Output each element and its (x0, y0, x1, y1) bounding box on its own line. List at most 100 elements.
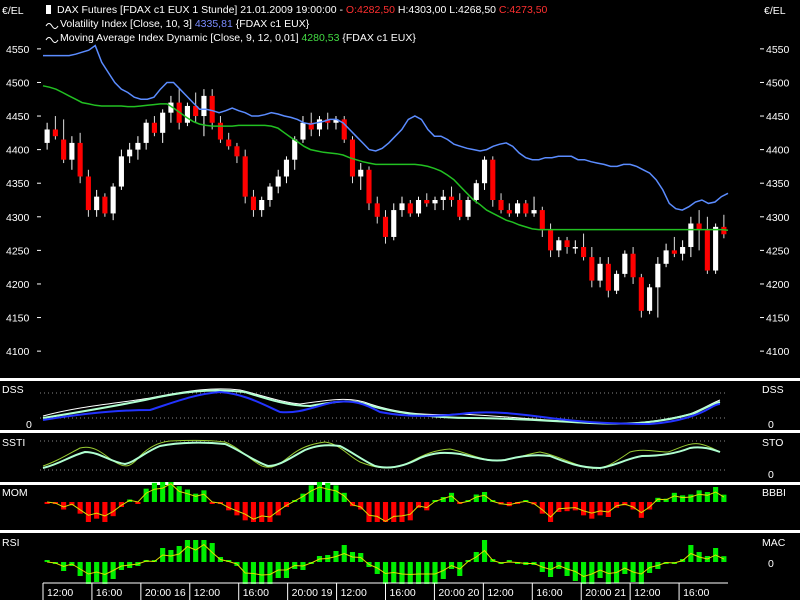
mom-bar (399, 502, 405, 522)
mom-bars (44, 482, 727, 522)
mom-label-right: BBBI (762, 487, 786, 499)
candle-body (325, 119, 331, 123)
mom-bar (548, 502, 554, 522)
y-tick-label: 4150 (766, 313, 790, 325)
mom-bar (671, 492, 677, 502)
candle-body (61, 139, 67, 160)
candle-body (226, 139, 232, 147)
mom-bar (622, 502, 628, 506)
candle-body (531, 210, 537, 214)
candle-body (209, 95, 215, 123)
candle-body (267, 186, 273, 200)
x-tick-label: 12:00 (194, 587, 220, 599)
candle-body (605, 263, 611, 291)
rsi-bar (193, 540, 199, 562)
candle-body (143, 122, 149, 143)
candle-body (597, 263, 603, 281)
mom-bar (663, 498, 669, 502)
x-tick-label: 12:00 (634, 587, 660, 599)
mom-bar (638, 502, 644, 518)
candle-body (135, 142, 141, 150)
candle-body (382, 216, 389, 237)
candle-body (407, 203, 413, 214)
candle-body (490, 159, 496, 200)
mom-bar (506, 502, 512, 507)
candle-body (548, 230, 554, 251)
x-tick-label: 12:00 (47, 587, 73, 599)
mom-bar (424, 502, 430, 511)
line-legend-icon (45, 23, 59, 29)
candle-body (457, 200, 463, 217)
rsi-bar (102, 562, 108, 584)
x-axis: 12:00 16:00 20:00 16 12:00 16:00 20:00 19 12:0… (42, 582, 728, 600)
legend-ma-value: 4280,53 (301, 32, 339, 44)
candle-body (614, 273, 620, 291)
mom-bar (250, 502, 257, 522)
dss-mint-line (42, 389, 721, 425)
candle-body (193, 105, 199, 117)
candle-body (696, 223, 702, 231)
candle-body (671, 250, 677, 254)
candle-body (201, 95, 207, 117)
mom-bar (696, 490, 702, 502)
y-tick-label: 4450 (766, 111, 790, 123)
candle-body (366, 169, 372, 204)
rsi-bar (432, 562, 438, 584)
x-tick-label: 20:00 19 (292, 587, 333, 599)
ssti-label-left: SSTI (2, 437, 25, 449)
candle-body (69, 142, 75, 160)
rsi-bars (44, 540, 727, 584)
mom-bar (77, 502, 83, 514)
y-tick-label: 4550 (766, 44, 790, 56)
mom-panel: MOM BBBI (2, 482, 786, 522)
mom-bar (69, 502, 75, 506)
candle-body (424, 200, 430, 204)
mom-bar (680, 495, 686, 502)
candle-body (308, 122, 314, 130)
mom-bar (655, 497, 661, 502)
y-tick-label: 4200 (6, 279, 30, 291)
panel-separator (0, 430, 800, 433)
y-tick-label: 4450 (6, 111, 30, 123)
mom-bar (374, 502, 380, 522)
rsi-bar (424, 562, 430, 584)
mom-bar (143, 488, 149, 502)
rsi-bar (184, 540, 190, 562)
mom-yellow-line (47, 483, 725, 522)
rsi-bar (259, 562, 265, 584)
mom-bar (589, 502, 595, 519)
y-tick-label: 4500 (6, 77, 30, 89)
y-tick-label: 4300 (766, 212, 790, 224)
candle-body (234, 146, 240, 157)
mom-bar (448, 492, 455, 502)
candle-body (498, 200, 504, 211)
mom-bar (391, 502, 397, 522)
y-tick-label: 4250 (6, 245, 30, 257)
x-tick-label: 12:00 (487, 587, 513, 599)
mom-bar (44, 502, 50, 504)
mom-bar (440, 497, 446, 502)
candle-body (415, 200, 422, 214)
mom-bar (473, 494, 479, 502)
svg-text:Volatility Index [Close, 10, 3: Volatility Index [Close, 10, 3] 4335,81 … (60, 18, 310, 30)
price-panel (42, 44, 729, 318)
candle-body (292, 139, 298, 160)
dss-zero-right: 0 (768, 419, 774, 431)
mom-label-left: MOM (2, 487, 28, 499)
candle-body (160, 112, 166, 133)
rsi-bar (399, 562, 405, 584)
candle-body (556, 240, 562, 251)
volatility-index-line (43, 44, 729, 211)
x-tick-label: 20:00 21 (585, 587, 626, 599)
mom-bar (556, 502, 562, 512)
candle-body (448, 196, 455, 200)
rsi-bar (415, 562, 422, 584)
candle-body (622, 253, 628, 274)
mom-bar (481, 492, 488, 502)
mom-bar (226, 502, 232, 511)
candle-body (52, 129, 58, 137)
candle-body (638, 277, 644, 311)
mom-bar (242, 502, 248, 521)
legend-vol-suffix: {FDAX c1 EUX} (236, 18, 310, 30)
candle-body (589, 257, 595, 281)
